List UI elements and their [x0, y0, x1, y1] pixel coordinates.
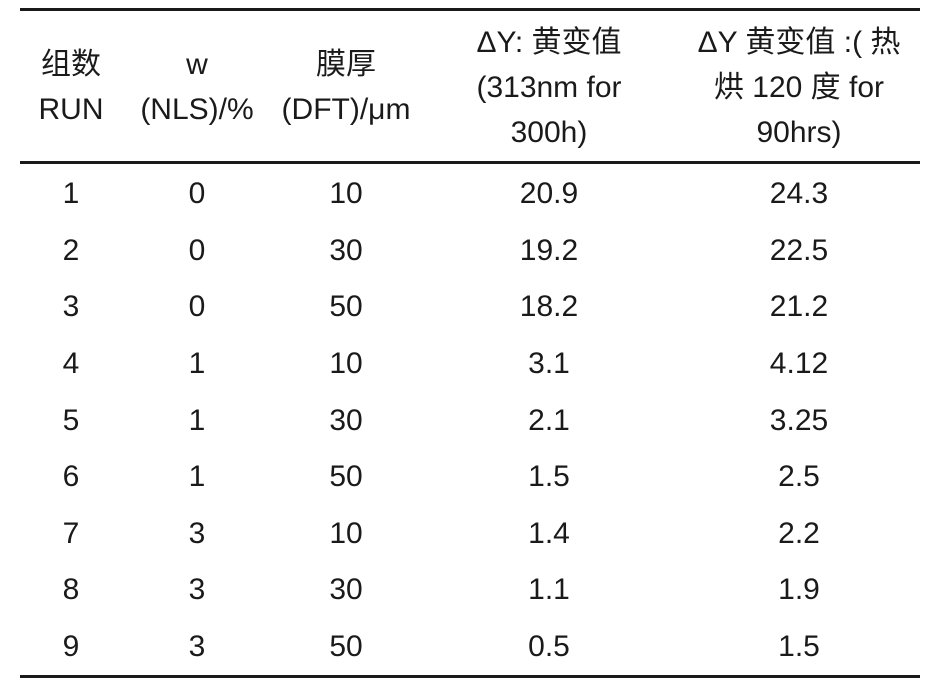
header-text: 90hrs) — [756, 115, 842, 149]
cell-yellowing-uv: 20.9 — [519, 177, 579, 211]
header-text: w — [186, 48, 208, 81]
header-nls: w (NLS)/% — [122, 10, 272, 163]
cell-dft: 10 — [329, 347, 363, 381]
cell-dft: 30 — [329, 403, 363, 437]
cell-nls: 0 — [188, 290, 206, 324]
header-text: 组数 — [41, 48, 101, 81]
cell-nls: 1 — [188, 347, 206, 381]
header-text: ΔY 黄变值 :( 热 — [697, 25, 901, 59]
table-row: 7 3 10 1.4 2.2 — [20, 506, 920, 563]
header-run: 组数 RUN — [20, 10, 122, 163]
table-row: 1 0 10 20.9 24.3 — [20, 163, 920, 223]
header-text: (313nm for — [476, 70, 622, 104]
cell-run: 8 — [62, 573, 80, 607]
cell-run: 6 — [62, 460, 80, 494]
header-dft: 膜厚 (DFT)/μm — [272, 10, 420, 163]
cell-nls: 1 — [188, 460, 206, 494]
cell-nls: 3 — [188, 630, 206, 664]
cell-nls: 1 — [188, 403, 206, 437]
cell-run: 9 — [62, 630, 80, 664]
cell-run: 3 — [62, 290, 80, 324]
cell-nls: 0 — [188, 233, 206, 267]
table-row: 9 3 50 0.5 1.5 — [20, 619, 920, 677]
cell-yellowing-heat: 22.5 — [769, 233, 829, 267]
cell-run: 5 — [62, 403, 80, 437]
table-row: 3 0 50 18.2 21.2 — [20, 279, 920, 336]
cell-nls: 0 — [188, 177, 206, 211]
cell-yellowing-heat: 3.25 — [769, 403, 829, 437]
cell-dft: 30 — [329, 573, 363, 607]
cell-yellowing-uv: 1.1 — [528, 573, 570, 607]
table-row: 2 0 30 19.2 22.5 — [20, 223, 920, 280]
table-row: 4 1 10 3.1 4.12 — [20, 336, 920, 393]
table-header: 组数 RUN w (NLS)/% 膜厚 (DFT)/μm ΔY: 黄变值 (31… — [20, 9, 920, 163]
cell-dft: 10 — [329, 177, 363, 211]
cell-yellowing-heat: 1.9 — [778, 573, 820, 607]
table-row: 6 1 50 1.5 2.5 — [20, 449, 920, 506]
cell-yellowing-uv: 19.2 — [519, 233, 579, 267]
cell-yellowing-heat: 21.2 — [769, 290, 829, 324]
cell-yellowing-uv: 2.1 — [528, 403, 570, 437]
cell-yellowing-uv: 1.4 — [528, 516, 570, 550]
table-body: 1 0 10 20.9 24.3 2 0 30 19.2 22.5 3 0 50… — [20, 163, 920, 677]
cell-run: 7 — [62, 516, 80, 550]
header-text: RUN — [38, 93, 104, 126]
header-text: 300h) — [510, 115, 588, 149]
data-table-container: 组数 RUN w (NLS)/% 膜厚 (DFT)/μm ΔY: 黄变值 (31… — [20, 8, 920, 678]
cell-yellowing-uv: 0.5 — [528, 630, 570, 664]
header-text: (NLS)/% — [140, 93, 254, 126]
cell-yellowing-uv: 1.5 — [528, 460, 570, 494]
cell-yellowing-uv: 3.1 — [528, 347, 570, 381]
cell-yellowing-heat: 2.5 — [778, 460, 820, 494]
header-yellowing-uv: ΔY: 黄变值 (313nm for 300h) — [420, 10, 678, 163]
cell-run: 4 — [62, 347, 80, 381]
cell-yellowing-heat: 2.2 — [778, 516, 820, 550]
cell-nls: 3 — [188, 573, 206, 607]
results-table: 组数 RUN w (NLS)/% 膜厚 (DFT)/μm ΔY: 黄变值 (31… — [20, 8, 920, 678]
header-text: 膜厚 — [316, 48, 376, 81]
cell-dft: 10 — [329, 516, 363, 550]
cell-yellowing-heat: 4.12 — [769, 347, 829, 381]
table-row: 5 1 30 2.1 3.25 — [20, 392, 920, 449]
header-text: 烘 120 度 for — [713, 70, 885, 104]
cell-run: 2 — [62, 233, 80, 267]
cell-yellowing-heat: 24.3 — [769, 177, 829, 211]
table-row: 8 3 30 1.1 1.9 — [20, 562, 920, 619]
cell-run: 1 — [62, 177, 80, 211]
header-yellowing-heat: ΔY 黄变值 :( 热 烘 120 度 for 90hrs) — [678, 10, 920, 163]
header-text: (DFT)/μm — [281, 93, 411, 126]
cell-nls: 3 — [188, 516, 206, 550]
cell-dft: 50 — [329, 630, 363, 664]
cell-yellowing-heat: 1.5 — [778, 630, 820, 664]
header-text: ΔY: 黄变值 — [476, 25, 622, 59]
cell-dft: 50 — [329, 290, 363, 324]
cell-yellowing-uv: 18.2 — [519, 290, 579, 324]
cell-dft: 50 — [329, 460, 363, 494]
header-row: 组数 RUN w (NLS)/% 膜厚 (DFT)/μm ΔY: 黄变值 (31… — [20, 9, 920, 163]
cell-dft: 30 — [329, 233, 363, 267]
